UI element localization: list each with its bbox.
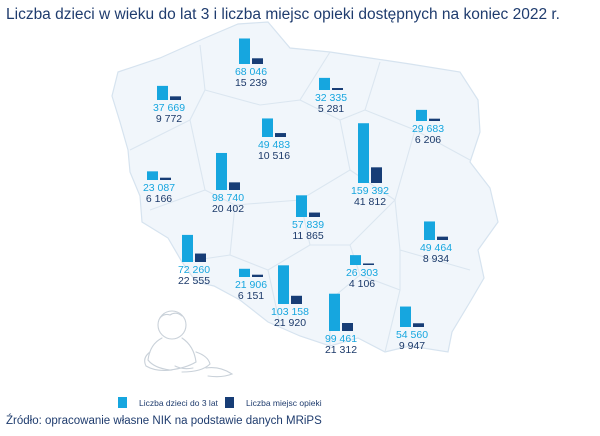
legend-swatch-children bbox=[118, 397, 127, 408]
label-children-4: 49 483 bbox=[258, 139, 290, 151]
bar-children-8 bbox=[296, 195, 307, 217]
bar-children-15 bbox=[400, 306, 411, 327]
label-places-3: 6 206 bbox=[415, 134, 441, 146]
label-places-15: 9 947 bbox=[399, 340, 425, 352]
label-places-13: 21 920 bbox=[274, 317, 306, 329]
bar-children-3 bbox=[416, 109, 427, 121]
bar-places-9 bbox=[437, 236, 448, 240]
bar-places-7 bbox=[371, 167, 382, 183]
bar-children-0 bbox=[239, 38, 250, 64]
bar-places-6 bbox=[229, 182, 240, 190]
bars-layer bbox=[147, 38, 448, 331]
bar-children-13 bbox=[278, 265, 289, 304]
bar-places-15 bbox=[413, 323, 424, 327]
label-children-8: 57 839 bbox=[292, 219, 324, 231]
label-places-9: 8 934 bbox=[423, 253, 449, 265]
bar-children-11 bbox=[350, 255, 361, 265]
label-children-11: 26 303 bbox=[346, 267, 378, 279]
bar-places-11 bbox=[363, 263, 374, 265]
label-places-6: 20 402 bbox=[212, 203, 244, 215]
label-children-13: 103 158 bbox=[271, 306, 309, 318]
bar-places-8 bbox=[309, 212, 320, 217]
label-children-1: 37 669 bbox=[153, 102, 185, 114]
bar-places-13 bbox=[291, 295, 302, 304]
label-places-0: 15 239 bbox=[235, 77, 267, 89]
label-children-3: 29 683 bbox=[412, 123, 444, 135]
bar-children-12 bbox=[239, 268, 250, 277]
label-places-4: 10 516 bbox=[258, 150, 290, 162]
legend-swatch-places bbox=[225, 397, 234, 408]
bar-children-14 bbox=[329, 293, 340, 331]
bar-places-3 bbox=[429, 118, 440, 121]
legend-label-places: Liczba miejsc opieki bbox=[246, 397, 322, 408]
label-children-6: 98 740 bbox=[212, 192, 244, 204]
label-children-9: 49 464 bbox=[420, 242, 452, 254]
bar-places-14 bbox=[342, 323, 353, 331]
bar-children-9 bbox=[424, 221, 435, 240]
bar-places-5 bbox=[160, 177, 171, 180]
child-illustration bbox=[144, 310, 234, 378]
label-places-14: 21 312 bbox=[325, 344, 357, 356]
label-children-5: 23 087 bbox=[143, 182, 175, 194]
bar-places-0 bbox=[252, 58, 263, 64]
legend-label-children: Liczba dzieci do 3 lat bbox=[139, 397, 218, 408]
bar-children-4 bbox=[262, 118, 273, 137]
region-borders bbox=[129, 44, 471, 353]
bar-children-1 bbox=[157, 85, 168, 100]
label-places-12: 6 151 bbox=[238, 290, 264, 302]
label-children-7: 159 392 bbox=[351, 185, 389, 197]
label-children-0: 68 046 bbox=[235, 66, 267, 78]
bar-children-2 bbox=[319, 77, 330, 90]
label-children-14: 99 461 bbox=[325, 333, 357, 345]
label-places-7: 41 812 bbox=[354, 196, 386, 208]
legend-item-places: Liczba miejsc opieki bbox=[225, 397, 322, 408]
label-places-5: 6 166 bbox=[146, 193, 172, 205]
bar-children-5 bbox=[147, 171, 158, 180]
bar-places-10 bbox=[195, 253, 206, 262]
label-places-8: 11 865 bbox=[292, 230, 323, 242]
poland-map-outline bbox=[111, 21, 499, 353]
label-places-2: 5 281 bbox=[318, 103, 344, 115]
bar-places-1 bbox=[170, 96, 181, 100]
source-note: Źródło: opracowanie własne NIK na podsta… bbox=[6, 415, 322, 427]
label-children-12: 21 906 bbox=[235, 279, 267, 291]
label-children-10: 72 260 bbox=[178, 264, 210, 276]
bar-children-10 bbox=[182, 234, 193, 262]
bar-places-2 bbox=[332, 88, 343, 90]
legend-item-children: Liczba dzieci do 3 lat bbox=[118, 397, 218, 408]
bar-children-6 bbox=[216, 152, 227, 190]
label-places-1: 9 772 bbox=[156, 113, 182, 125]
chart-title: Liczba dzieci w wieku do lat 3 i liczba … bbox=[6, 6, 560, 23]
bar-places-4 bbox=[275, 133, 286, 137]
bar-children-7 bbox=[358, 123, 369, 183]
label-places-11: 4 106 bbox=[349, 278, 375, 290]
label-places-10: 22 555 bbox=[178, 275, 210, 287]
label-children-2: 32 335 bbox=[315, 92, 347, 104]
label-children-15: 54 560 bbox=[396, 329, 428, 341]
bar-places-12 bbox=[252, 274, 263, 277]
